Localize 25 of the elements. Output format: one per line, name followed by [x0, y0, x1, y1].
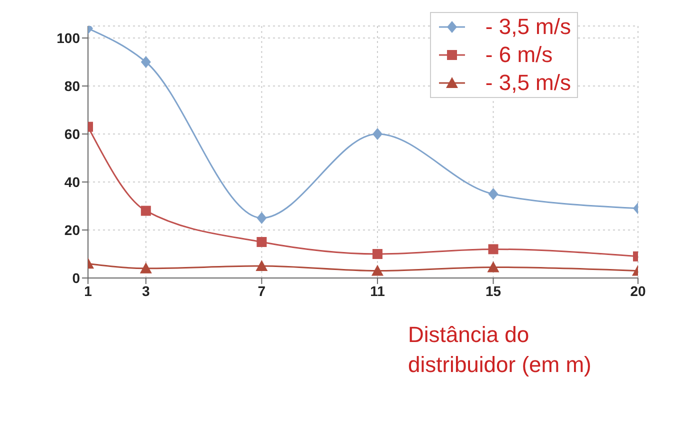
x-tick-label: 1: [84, 282, 92, 299]
point: [256, 212, 267, 224]
x-tick-label: 11: [370, 282, 386, 299]
x-axis-title: Distância do distribuidor (em m): [408, 321, 592, 379]
x-tick-label: 3: [142, 282, 150, 299]
y-tick-label: 60: [64, 126, 80, 142]
point: [488, 188, 498, 200]
point: [371, 264, 384, 276]
legend-label: - 6 m/s: [485, 42, 553, 68]
x-tick-label: 7: [258, 282, 266, 299]
point: [372, 128, 382, 140]
y-tick-label: 80: [64, 78, 80, 94]
x-tick-label: 20: [630, 282, 646, 299]
y-tick-label: 100: [56, 30, 80, 46]
y-tick-label: 20: [64, 222, 80, 238]
y-tick-label: 0: [72, 270, 80, 286]
point: [487, 261, 500, 272]
point: [488, 244, 498, 254]
x-tick-label: 15: [485, 282, 502, 299]
point: [256, 260, 268, 271]
point: [256, 237, 267, 247]
y-tick-label: 40: [64, 174, 80, 190]
legend-label: - 3,5 m/s: [485, 70, 571, 96]
point: [372, 249, 382, 259]
legend-label: - 3,5 m/s: [485, 14, 571, 40]
